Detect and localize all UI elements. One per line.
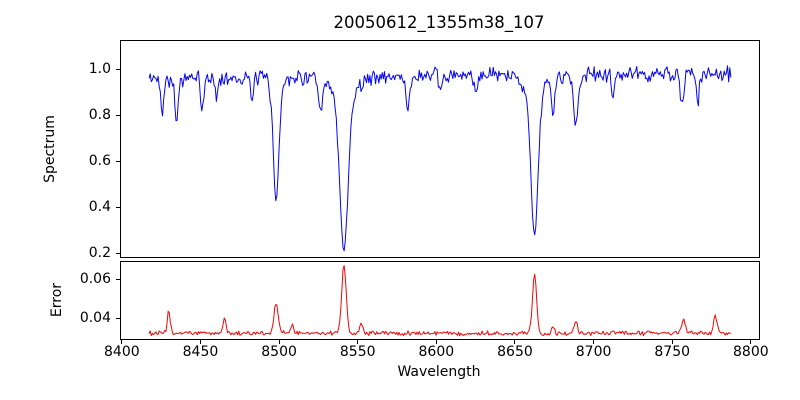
spectrum-y-tick-label: 0.2 [88,245,111,262]
x-tick-mark [671,339,673,344]
error-plot [119,261,760,340]
x-tick-label: 8600 [418,344,455,360]
spectrum-y-tick-mark [115,252,120,254]
x-tick-label: 8750 [654,344,691,360]
x-tick-mark [750,339,752,344]
error-y-axis-label: Error [49,282,65,318]
x-tick-mark [278,339,280,344]
x-tick-label: 8500 [261,344,297,360]
spectrum-y-axis-label: Spectrum [42,115,58,183]
chart-title: 20050612_1355m38_107 [333,13,545,32]
spectrum-y-tick-mark [115,206,120,208]
x-tick-mark [514,339,516,344]
x-tick-label: 8550 [339,344,376,360]
x-tick-mark [593,339,595,344]
spectrum-y-tick-label: 0.6 [88,153,111,170]
x-tick-label: 8450 [182,344,219,360]
spectrum-y-tick-mark [115,114,120,116]
error-y-tick-label: 0.04 [79,310,111,327]
error-y-tick-label: 0.06 [79,271,111,288]
x-tick-mark [121,339,123,344]
error-y-tick-mark [115,317,120,319]
error-y-tick-mark [115,278,120,280]
x-tick-label: 8700 [575,344,612,360]
spectrum-y-tick-label: 0.4 [88,199,111,216]
spectrum-axes-spine [119,40,760,258]
error-axes-spine [119,261,760,340]
error-plot-panel [119,261,760,340]
spectrum-y-tick-mark [115,160,120,162]
x-tick-mark [435,339,437,344]
x-tick-mark [357,339,359,344]
x-tick-label: 8400 [104,344,140,360]
spectrum-y-tick-mark [115,68,120,70]
spectrum-y-tick-label: 0.8 [88,107,111,124]
error-line [148,265,731,337]
spectrum-plot [119,40,760,258]
x-tick-mark [199,339,201,344]
x-tick-label: 8650 [497,344,533,360]
spectrum-line [148,65,731,252]
x-axis-label: Wavelength [397,364,481,380]
x-tick-label: 8800 [733,344,769,360]
spectrum-plot-panel [119,40,760,258]
spectrum-y-tick-label: 1.0 [88,61,111,78]
